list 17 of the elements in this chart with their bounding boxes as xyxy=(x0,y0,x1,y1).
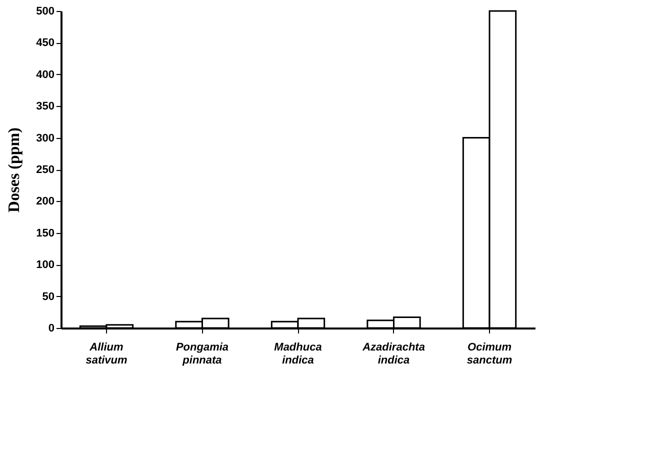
x-tick-label: Ocimum sanctum xyxy=(466,342,512,366)
y-tick-label: 300 xyxy=(36,132,54,144)
y-tick-label: 100 xyxy=(36,259,54,272)
x-tick-label: Allium sativum xyxy=(86,342,128,366)
y-tick-label: 0 xyxy=(48,322,54,334)
x-tick-label: Madhuca indica xyxy=(274,342,322,366)
y-tick-label: 50 xyxy=(42,290,54,303)
y-tick-label: 250 xyxy=(36,164,54,176)
y-tick-label: 450 xyxy=(36,37,54,50)
x-tick-label: Azadirachta indica xyxy=(362,342,425,366)
y-tick-label: 200 xyxy=(36,196,54,208)
y-axis-title: Doses (ppm) xyxy=(6,128,24,212)
y-tick-label: 500 xyxy=(36,6,54,18)
y-tick-label: 350 xyxy=(36,100,54,113)
y-tick-label: 400 xyxy=(36,68,54,81)
x-tick-label: Pongamia pinnata xyxy=(176,342,229,366)
y-tick-label: 150 xyxy=(36,227,54,240)
